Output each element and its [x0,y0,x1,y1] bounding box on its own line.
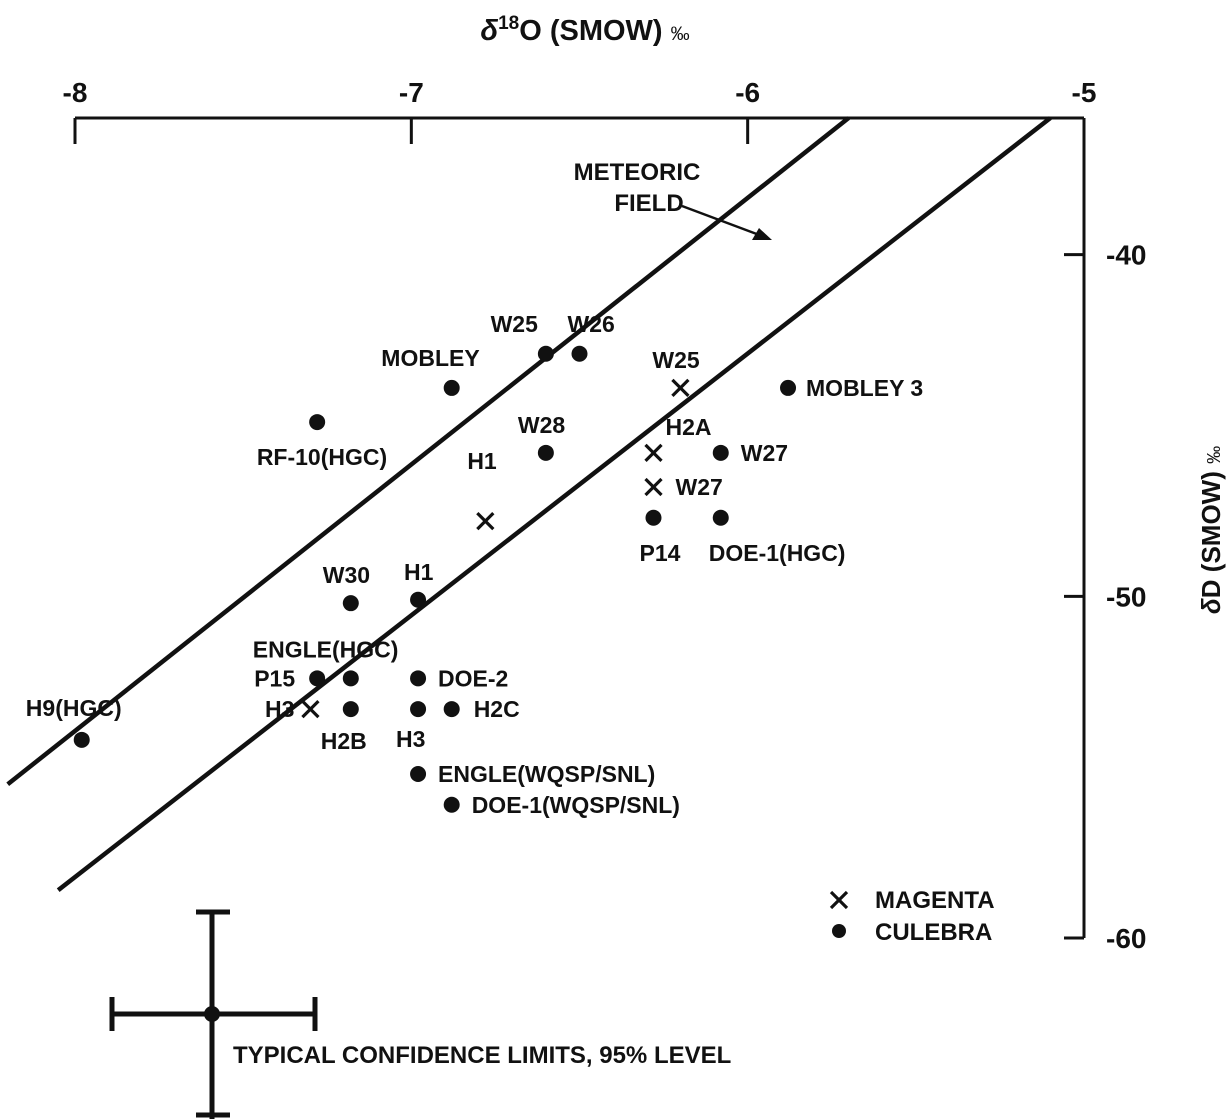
meteoric-field-label-line2: FIELD [614,190,683,217]
point-label: H3 [265,696,294,722]
culebra-point-dot [309,414,326,431]
magenta-point-x-icon [671,378,690,398]
x-axis-title: δ18O (SMOW) ‰ [480,13,689,47]
magenta-point-x-icon [644,477,663,497]
legend-marker-culebra-icon [832,924,846,938]
point-label: H9(HGC) [26,695,122,721]
point-label: W30 [323,562,370,588]
culebra-point-dot [73,731,90,748]
point-label: H3 [396,726,425,752]
point-label: MOBLEY 3 [806,375,923,401]
magenta-point-x-icon [476,512,495,531]
culebra-point-dot [443,379,460,396]
point-label: P15 [254,665,295,691]
point-label: W25 [491,311,539,337]
point-label: H1 [404,559,434,585]
culebra-point-dot [443,796,460,813]
culebra-point-dot [712,444,729,461]
point-label: W28 [518,412,566,438]
culebra-point-dot [342,670,359,687]
culebra-point-dot [410,701,427,718]
point-label: P14 [639,540,680,566]
point-label: RF-10(HGC) [257,444,387,470]
point-label: W27 [675,474,722,500]
axes: -8 -7 -6 -5 -40 -50 -60 [63,77,1147,954]
meteoric-field-label-line1: METEORIC [574,159,701,186]
y-tick-label: -40 [1106,240,1146,271]
point-label: DOE-1(WQSP/SNL) [472,792,680,818]
point-label: ENGLE(WQSP/SNL) [438,761,655,787]
meteoric-field-arrow [681,204,772,240]
point-label: H2B [321,728,367,754]
culebra-point-dot [645,509,662,526]
y-tick-label: -60 [1106,923,1146,954]
culebra-point-dot [410,670,427,687]
point-label: W27 [741,440,788,466]
y-axis-title: δD (SMOW) ‰ [1196,446,1226,614]
point-label: ENGLE(HGC) [253,636,399,662]
culebra-point-dot [537,345,554,362]
culebra-point-dot [410,591,427,608]
legend-label-magenta: MAGENTA [875,887,995,914]
magenta-point-x-icon [301,699,320,719]
culebra-point-dot [342,701,359,718]
point-label: H2C [474,696,520,722]
magenta-point-x-icon [644,443,663,462]
point-label: H2A [665,414,711,440]
point-label: W26 [568,311,615,337]
confidence-limits-marker [109,909,318,1119]
culebra-point-dot [712,509,729,526]
point-label: DOE-2 [438,665,508,691]
culebra-point-dot [342,595,359,612]
legend-marker-magenta-icon [829,890,849,910]
culebra-point-dot [780,379,797,396]
culebra-point-dot [571,345,588,362]
point-label: W25 [652,347,700,373]
confidence-limits-label: TYPICAL CONFIDENCE LIMITS, 95% LEVEL [233,1042,731,1069]
point-label: MOBLEY [381,345,479,371]
data-points: W25 H2A W27 H1 H3 W25 W26 MOBLEY MOBLEY 3 RF-10(H… [26,311,923,818]
x-tick-label: -7 [399,77,424,108]
x-tick-label: -8 [63,77,88,108]
x-tick-label: -5 [1072,77,1097,108]
culebra-point-dot [537,444,554,461]
point-label: H1 [467,448,497,474]
culebra-point-dot [309,670,326,687]
legend: MAGENTA CULEBRA [829,887,995,946]
meteoric-field-line [6,116,850,787]
culebra-point-dot [443,701,460,718]
legend-label-culebra: CULEBRA [875,919,992,946]
x-tick-label: -6 [735,77,760,108]
meteoric-field-band [6,116,1052,892]
point-label: DOE-1(HGC) [709,540,846,566]
y-tick-label: -50 [1106,581,1146,612]
culebra-point-dot [410,766,427,782]
meteoric-field-line [56,116,1052,892]
